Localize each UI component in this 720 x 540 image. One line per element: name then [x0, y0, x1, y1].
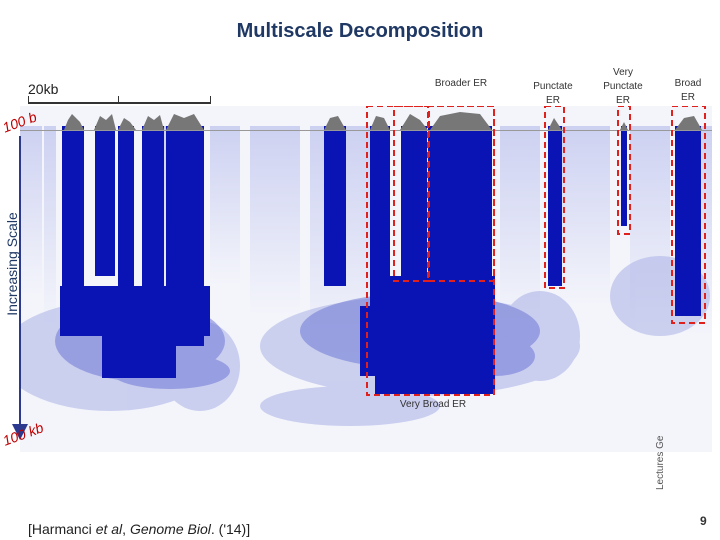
heatmap-columns	[60, 126, 701, 394]
axis-label: Increasing Scale	[4, 212, 20, 316]
citation-etal: et al	[95, 521, 123, 537]
broad-er-box	[671, 106, 706, 324]
heatmap-panel	[20, 106, 712, 452]
very-punctate-er-label: Very Punctate ER	[603, 67, 643, 106]
citation-mid: ,	[122, 521, 130, 537]
broader-er-label: Broader ER	[434, 78, 488, 89]
side-label: Lectures Ge	[655, 435, 666, 490]
citation-prefix: [Harmanci	[28, 521, 96, 537]
signal-track	[64, 112, 702, 130]
very-punctate-er-box	[617, 106, 631, 235]
page-title: Multiscale Decomposition	[236, 20, 484, 42]
region-boxes	[366, 106, 706, 396]
punctate-er-label: Punctate ER	[533, 81, 573, 106]
punctate-er-box	[544, 106, 565, 289]
heatmap-graphic	[20, 106, 712, 426]
scalebar-tick	[210, 96, 211, 104]
scalebar-label: 20kb	[28, 81, 59, 97]
scalebar-tick	[118, 96, 119, 104]
citation-suffix: . ('14)]	[210, 521, 251, 537]
scalebar	[28, 102, 211, 104]
very-broad-er-label: Very Broad ER	[399, 399, 467, 410]
scalebar-tick	[28, 96, 29, 104]
broader-er-box	[427, 106, 495, 282]
page-number: 9	[700, 514, 707, 528]
citation: [Harmanci et al, Genome Biol. ('14)]	[28, 521, 250, 537]
broad-er-label: Broad ER	[674, 78, 702, 103]
citation-journal: Genome Biol	[129, 521, 211, 537]
